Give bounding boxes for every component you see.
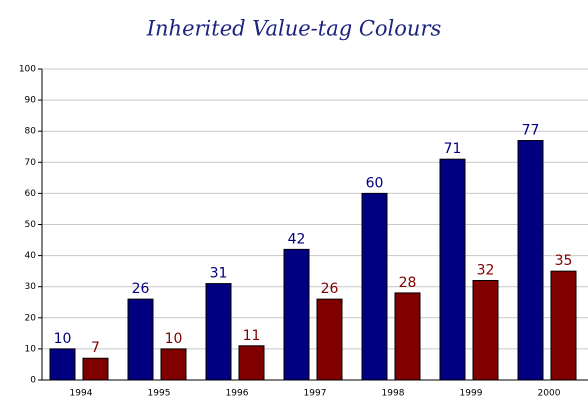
- bar: [283, 248, 310, 381]
- y-tick-label: 60: [25, 189, 37, 199]
- bar: [238, 345, 265, 381]
- chart-title: Inherited Value-tag Colours: [146, 17, 442, 41]
- value-label: 26: [321, 281, 339, 297]
- value-label: 35: [555, 253, 573, 269]
- bar: [394, 292, 421, 381]
- value-label: 10: [165, 331, 183, 347]
- bar: [439, 158, 466, 381]
- y-tick-label: 70: [25, 158, 37, 168]
- bar: [82, 357, 109, 381]
- bar: [49, 348, 76, 381]
- y-tick-label: 10: [25, 344, 37, 354]
- value-label: 77: [522, 123, 540, 139]
- x-tick-label: 1999: [460, 389, 483, 399]
- value-label: 60: [366, 175, 384, 191]
- bar: [472, 279, 499, 381]
- y-tick-label: 80: [25, 127, 37, 137]
- y-tick-label: 90: [25, 96, 37, 106]
- value-label: 42: [288, 231, 306, 247]
- value-label: 26: [132, 281, 150, 297]
- bar: [517, 140, 544, 381]
- y-tick-label: 20: [25, 313, 37, 323]
- bar: [316, 298, 343, 381]
- bar: [205, 283, 232, 381]
- x-tick-label: 1995: [148, 389, 171, 399]
- x-tick-label: 2000: [538, 389, 561, 399]
- value-label: 71: [444, 141, 462, 157]
- y-tick-label: 100: [19, 65, 36, 75]
- value-label: 28: [399, 275, 417, 291]
- y-tick-label: 0: [30, 376, 36, 386]
- bar: [160, 348, 187, 381]
- x-tick-label: 1997: [304, 389, 327, 399]
- value-label: 10: [54, 331, 72, 347]
- value-label: 11: [243, 328, 261, 344]
- value-label: 31: [210, 266, 228, 282]
- x-tick-label: 1998: [382, 389, 405, 399]
- bar: [361, 192, 388, 381]
- x-tick-label: 1994: [70, 389, 93, 399]
- y-tick-label: 50: [25, 220, 37, 230]
- value-label: 7: [91, 340, 100, 356]
- y-tick-label: 30: [25, 282, 37, 292]
- value-label: 32: [477, 262, 495, 278]
- bar: [127, 298, 154, 381]
- bar: [550, 270, 577, 381]
- x-tick-label: 1996: [226, 389, 249, 399]
- y-tick-label: 40: [25, 251, 37, 261]
